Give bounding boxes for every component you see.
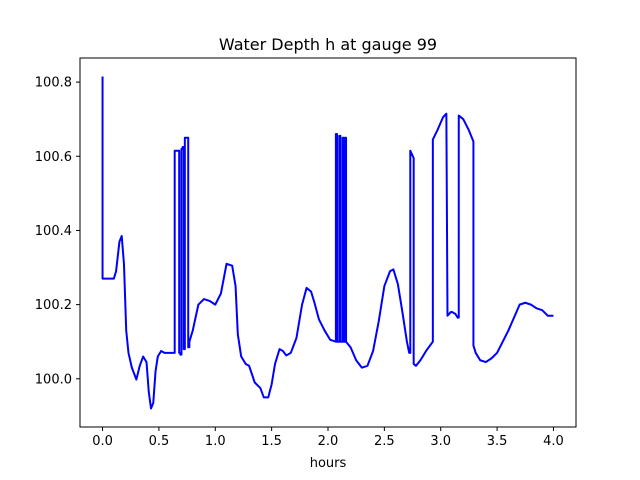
series-line: [101, 76, 554, 410]
y-tick-label: 100.8: [35, 76, 72, 91]
ticks-layer: 0.0 0.5 1.0 1.5 2.0 2.5 3.0 3.5 4.0 100.0 100.2 100…: [35, 76, 564, 449]
x-tick-label: 4.0: [543, 434, 564, 449]
y-tick-label: 100.4: [35, 224, 72, 239]
chart-title: Water Depth h at gauge 99: [219, 35, 437, 54]
y-tick-label: 100.2: [35, 298, 72, 313]
y-tick-label: 100.6: [35, 150, 72, 165]
x-tick-label: 3.0: [430, 434, 451, 449]
plot-frame: [79, 57, 577, 428]
x-axis-label: hours: [310, 456, 347, 471]
x-tick-label: 3.5: [487, 434, 508, 449]
x-tick-label: 0.5: [149, 434, 170, 449]
x-tick-label: 2.0: [318, 434, 339, 449]
x-tick-label: 1.0: [205, 434, 226, 449]
x-tick-label: 0.0: [92, 434, 113, 449]
y-tick-label: 100.0: [35, 372, 72, 387]
x-tick-label: 1.5: [261, 434, 282, 449]
x-tick-label: 2.5: [374, 434, 395, 449]
